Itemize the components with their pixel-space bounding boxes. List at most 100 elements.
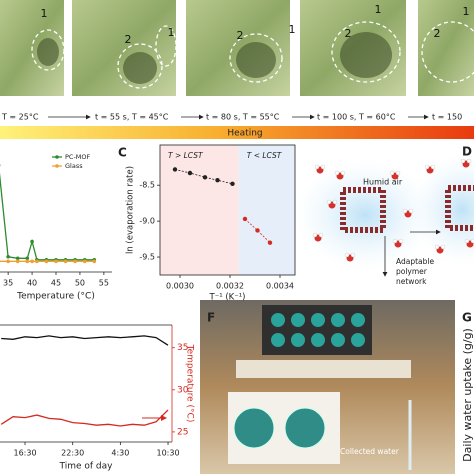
legend-marker xyxy=(55,155,59,159)
pad xyxy=(291,313,305,327)
heating-bar xyxy=(0,126,474,139)
mof-framework xyxy=(340,187,386,233)
droplet-outlines xyxy=(31,21,474,89)
trend-line xyxy=(244,218,271,243)
pad xyxy=(351,333,365,347)
legend-label: Glass xyxy=(65,162,83,170)
data-point xyxy=(255,228,260,233)
data-point xyxy=(92,259,97,264)
data-point xyxy=(44,259,49,264)
water-hydrogen xyxy=(392,238,398,244)
legend-label: PC-MOF xyxy=(65,153,91,161)
data-point xyxy=(73,259,77,264)
data-point xyxy=(30,259,34,264)
panel-label: C xyxy=(118,146,127,160)
x-tick-label: 4:30 xyxy=(111,449,129,458)
region-label: 1 xyxy=(289,23,296,36)
condition-label: t = 100 s, T = 60°C xyxy=(317,113,396,122)
panel-label: F xyxy=(207,311,215,325)
water-hydrogen xyxy=(434,244,440,250)
region-label: 2 xyxy=(125,33,132,46)
pad xyxy=(331,333,345,347)
series-line xyxy=(0,172,95,261)
pad xyxy=(291,333,305,347)
pad xyxy=(311,313,325,327)
water-hydrogen xyxy=(466,158,472,164)
pad xyxy=(271,313,285,327)
water-hydrogen xyxy=(430,164,436,170)
water-hydrogen xyxy=(464,238,470,244)
data-point xyxy=(15,259,20,264)
y-tick-label: -9.5 xyxy=(139,253,155,262)
x-axis-label: Temperature (°C) xyxy=(16,292,95,302)
y2-axis-label: Temperature (°C) xyxy=(185,344,195,423)
water-hydrogen xyxy=(460,158,466,164)
data-point xyxy=(242,216,248,222)
condition-label: t = 150 xyxy=(432,113,462,122)
data-point xyxy=(6,259,10,264)
droplet-photo xyxy=(284,407,326,449)
outline xyxy=(331,21,401,83)
pad xyxy=(351,313,365,327)
water-hydrogen xyxy=(326,199,332,205)
water-hydrogen xyxy=(395,170,401,176)
data-point xyxy=(15,256,20,261)
outline xyxy=(421,21,474,83)
micrographs xyxy=(0,0,474,96)
data-point xyxy=(35,259,39,264)
x-tick-label: 22:30 xyxy=(61,449,84,458)
y-axis-label: ln (evaporation rate) xyxy=(126,166,136,254)
pad xyxy=(311,333,325,347)
x-axis-label: T⁻¹ (K⁻¹) xyxy=(209,293,246,303)
region xyxy=(160,145,239,275)
outline xyxy=(31,29,65,71)
device-base xyxy=(236,360,411,378)
network-label: polymer xyxy=(396,267,428,276)
x-tick-label: 0.0032 xyxy=(216,282,244,291)
water-hydrogen xyxy=(314,164,320,170)
micrograph xyxy=(72,0,176,96)
water-hydrogen xyxy=(350,252,356,258)
pad xyxy=(271,333,285,347)
x-tick-label: 45 xyxy=(51,279,61,288)
water-hydrogen xyxy=(408,208,414,214)
region-label: 1 xyxy=(168,26,175,39)
water-hydrogen xyxy=(470,238,474,244)
y2-tick-label: 25 xyxy=(177,427,188,437)
droplet xyxy=(340,32,392,78)
condition-label: t = 80 s, T = 55°C xyxy=(206,113,280,122)
water-hydrogen xyxy=(334,170,340,176)
outline xyxy=(229,33,283,83)
x-tick-label: 55 xyxy=(99,279,109,288)
pad xyxy=(331,313,345,327)
data-point xyxy=(30,239,34,244)
water-hydrogen xyxy=(332,199,338,205)
trend-line xyxy=(174,169,233,185)
region-label: 2 xyxy=(345,27,352,40)
water-hydrogen xyxy=(340,170,346,176)
data-point xyxy=(25,256,30,261)
device-frame xyxy=(262,305,372,355)
water-hydrogen xyxy=(440,244,446,250)
water-hydrogen xyxy=(402,208,408,214)
absorbent-pads xyxy=(271,313,365,347)
data-point xyxy=(187,170,193,176)
region-label: T > LCST xyxy=(168,151,204,160)
panel-f-photo xyxy=(200,300,455,474)
y-tick-label: -8.5 xyxy=(139,181,155,190)
data-point xyxy=(230,181,235,186)
data-point xyxy=(6,254,10,259)
mof-framework xyxy=(445,185,474,231)
micrograph xyxy=(186,0,290,96)
water-hydrogen xyxy=(320,164,326,170)
condition-label: t = 55 s, T = 45°C xyxy=(95,113,169,122)
y2-tick-label: 35 xyxy=(177,343,188,353)
region-label: 1 xyxy=(41,7,48,20)
data-point xyxy=(267,240,273,245)
series-line xyxy=(0,409,169,427)
water-hydrogen xyxy=(318,232,324,238)
droplet xyxy=(37,38,59,66)
droplet xyxy=(123,52,157,84)
x-tick-label: 40 xyxy=(27,279,37,288)
